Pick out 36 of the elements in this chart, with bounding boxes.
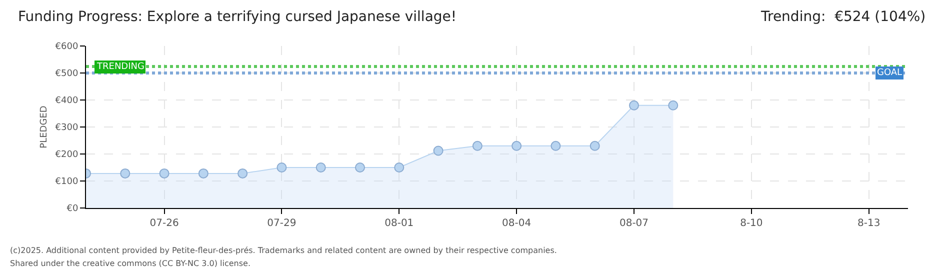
x-tick-label: 07-29 [267, 218, 296, 229]
x-tick-label: 8-10 [740, 218, 763, 229]
point [629, 100, 639, 110]
x-tick-label: 07-26 [150, 218, 179, 229]
x-tick-label: 08-04 [502, 218, 532, 229]
x-tick-label: 8-13 [858, 218, 880, 229]
x-tick-label: 08-01 [384, 218, 414, 229]
point [316, 162, 326, 172]
chart-title: Funding Progress: Explore a terrifying cursed Japanese village! [18, 9, 457, 25]
ref-line-label: TRENDING [96, 62, 144, 72]
y-tick-label: €100 [55, 177, 78, 188]
y-tick-label: €400 [55, 96, 78, 106]
point [550, 140, 561, 151]
point [472, 140, 482, 151]
point [198, 168, 208, 178]
chart-subtitle: Trending: €524 (104%) [760, 9, 926, 25]
point [512, 140, 522, 151]
point [238, 168, 248, 178]
point [590, 140, 600, 151]
point [276, 162, 287, 172]
y-tick-label: €300 [55, 123, 78, 134]
x-tick-label: 08-07 [619, 218, 649, 229]
text: (c)2025. Additional content provided by Petite-fleur-des-prés. Trademarks and related content are owned by their respective companies. [10, 246, 557, 255]
text: Shared under the creative commons (CC BY-NC 3.0) license. [10, 259, 250, 268]
point [120, 168, 130, 178]
y-tick-label: €600 [55, 42, 78, 52]
point [433, 146, 444, 156]
y-axis-title: PLEDGED [40, 106, 50, 148]
ref-line-label: GOAL [877, 68, 902, 78]
y-tick-label: €200 [55, 150, 78, 160]
point [668, 100, 678, 110]
y-tick-label: €0 [66, 204, 78, 214]
point [355, 162, 365, 172]
point [159, 168, 170, 178]
point [394, 162, 404, 172]
y-tick-label: €500 [55, 69, 78, 80]
